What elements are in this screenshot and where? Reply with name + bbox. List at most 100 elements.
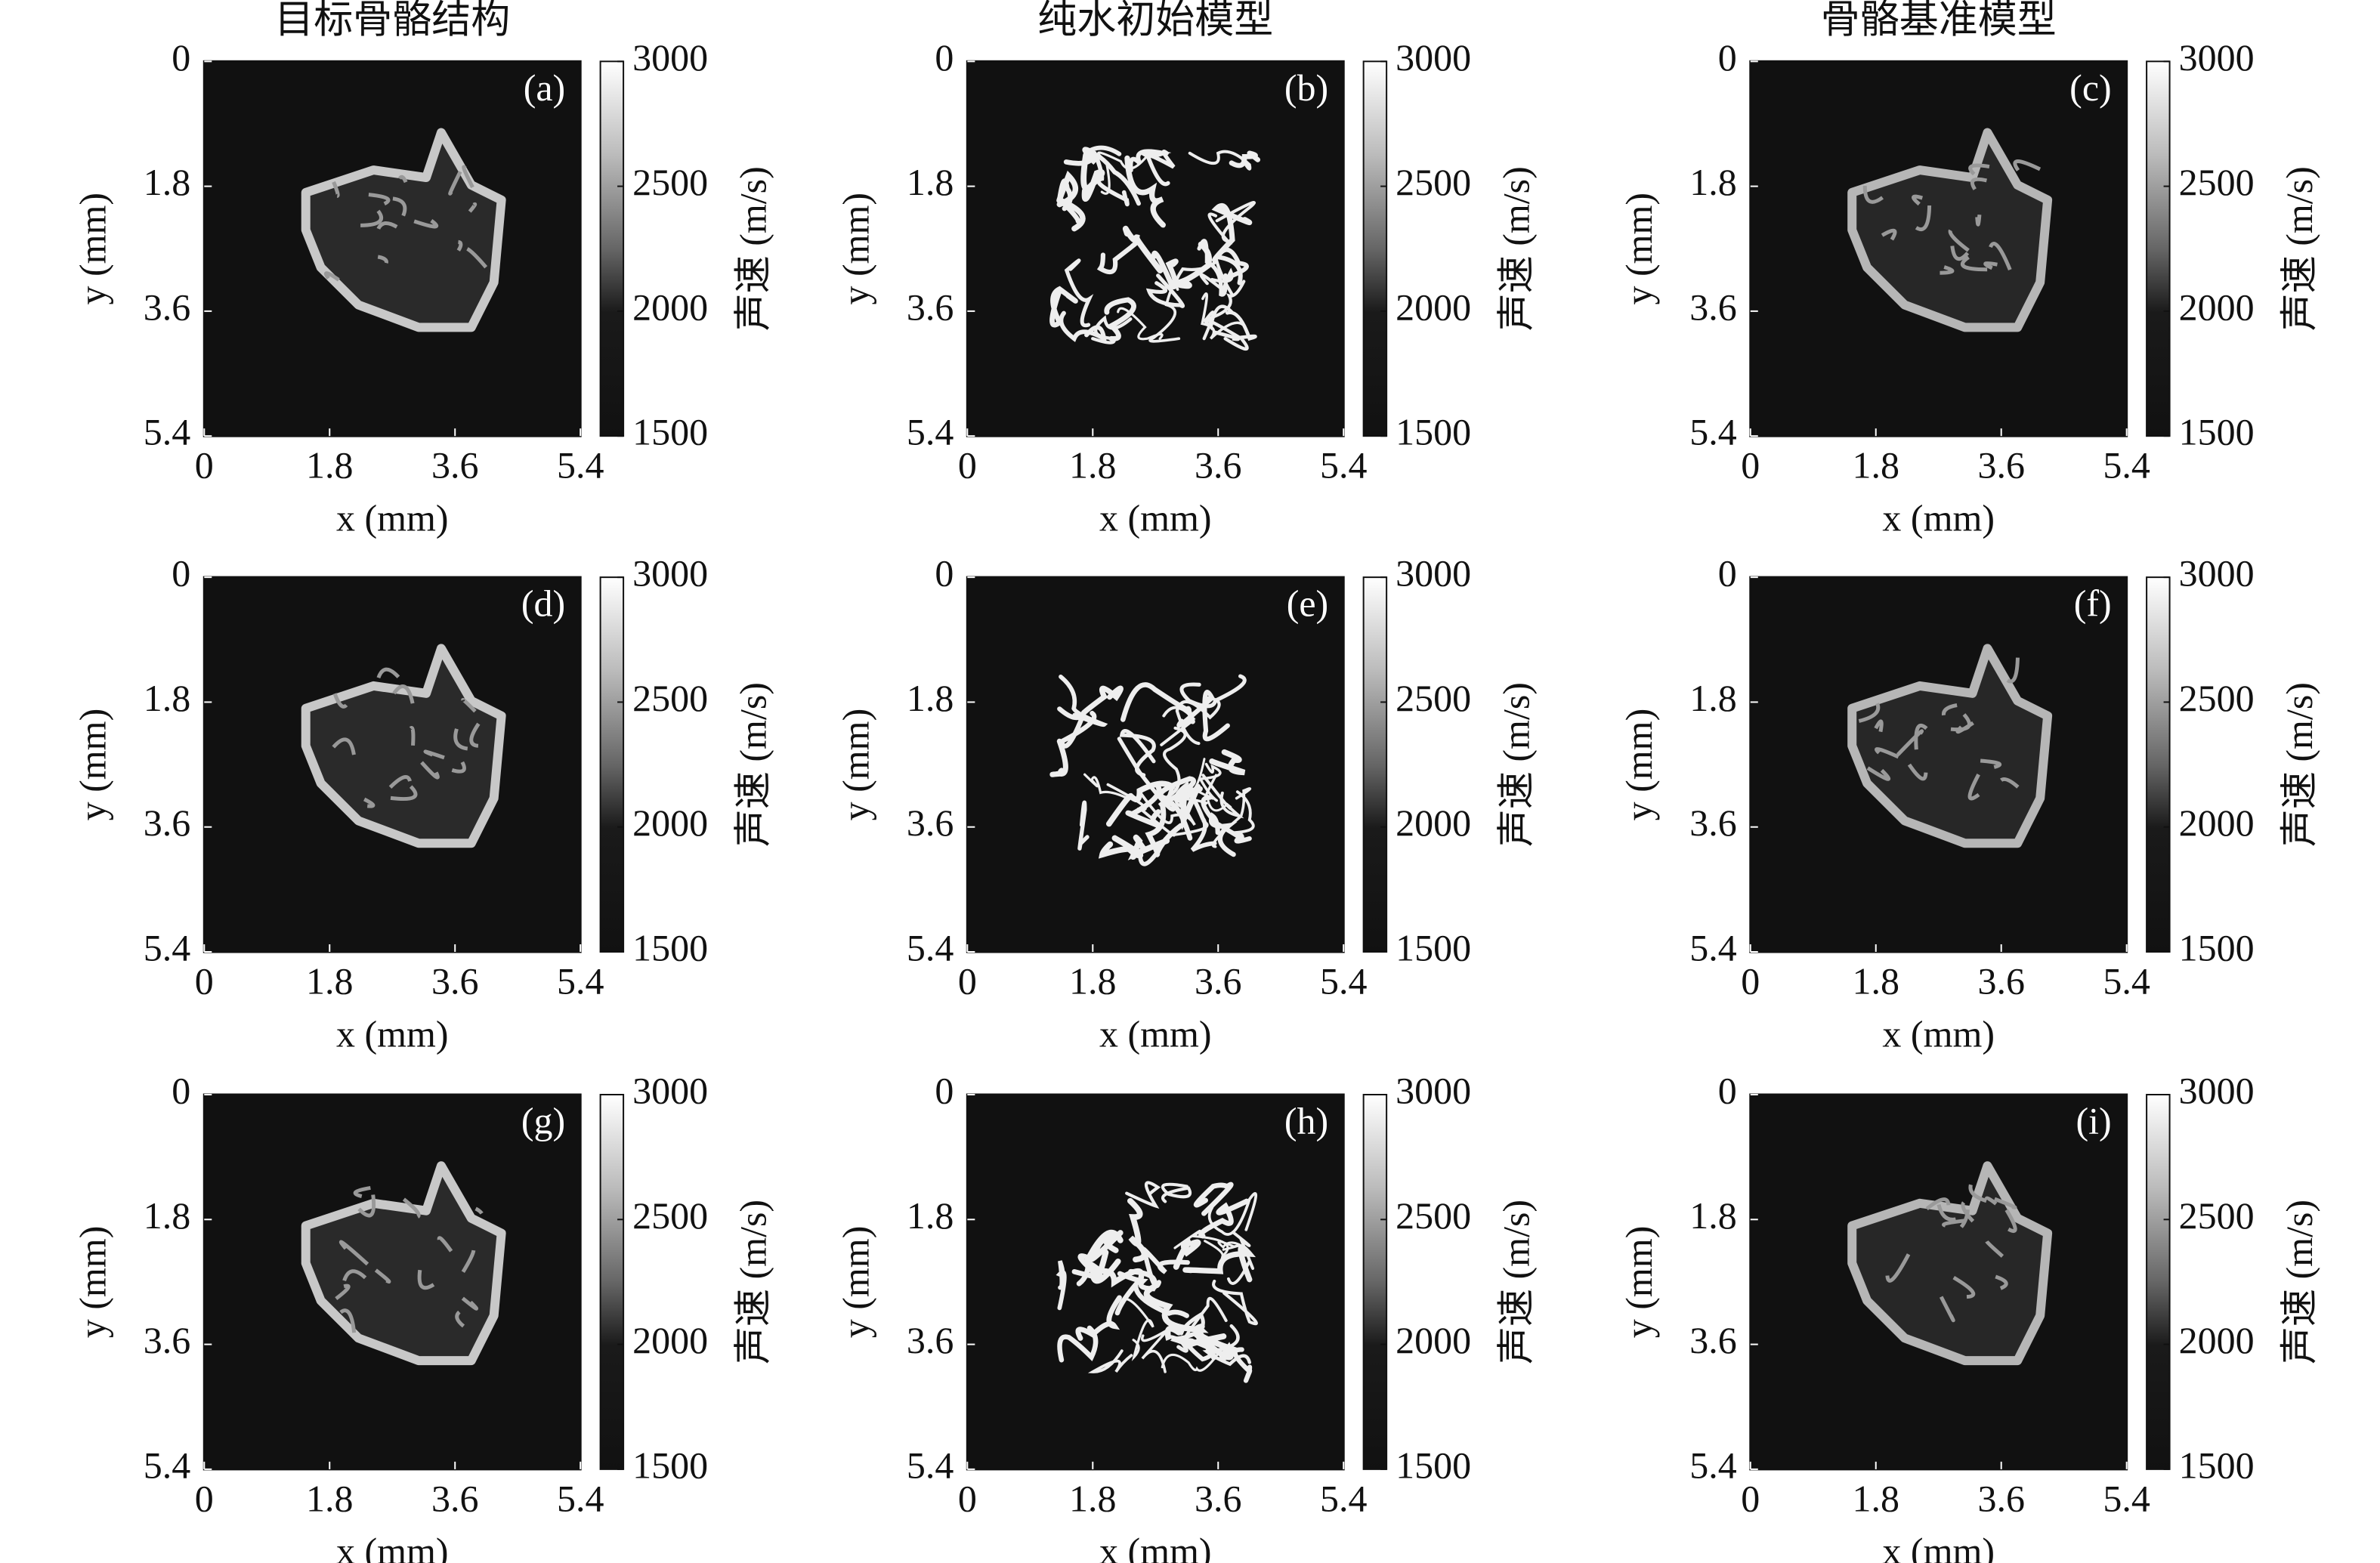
x-axis-label: x (mm) [1882, 1530, 1995, 1563]
trabecula [342, 1269, 367, 1282]
colorbar-tick-label: 2000 [1396, 802, 1471, 844]
trabecula [451, 761, 466, 774]
trabecula [2000, 777, 2020, 789]
structure [1173, 1229, 1229, 1259]
y-tick-label: 1.8 [144, 161, 191, 203]
colorbar-tick-label: 3000 [2179, 552, 2255, 595]
colorbar-tick-label: 1500 [2179, 1444, 2255, 1486]
structure [1198, 1198, 1250, 1239]
y-tick-label: 0 [172, 1069, 190, 1111]
trabecula [437, 1236, 453, 1253]
structure [1104, 297, 1136, 341]
x-tick-label: 3.6 [1195, 444, 1242, 487]
y-axis-label: y (mm) [835, 193, 877, 305]
x-tick-label: 0 [1741, 444, 1760, 487]
y-tick-label: 3.6 [907, 1319, 954, 1361]
trabecula [1862, 185, 1884, 204]
trabecula [1915, 205, 1932, 231]
colorbar-tick-label: 2500 [1396, 1194, 1471, 1237]
trabecula [461, 1296, 479, 1311]
trabecula [397, 175, 408, 184]
trabecula [1993, 1197, 2017, 1209]
image-content [1847, 1161, 2053, 1366]
structure [1056, 1260, 1067, 1311]
structure [1182, 1296, 1228, 1346]
structure [1182, 1244, 1256, 1283]
image-frame [966, 60, 1345, 437]
y-tick-label: 5.4 [1689, 926, 1737, 968]
colorbar [2146, 60, 2171, 437]
trabecula [1942, 1219, 1965, 1228]
x-tick-label: 3.6 [431, 959, 479, 1002]
bone [301, 1161, 506, 1366]
trabecula [332, 181, 340, 198]
colorbar [599, 60, 625, 437]
colorbar-label: 声速 (m/s) [1494, 166, 1537, 331]
y-tick-label: 5.4 [144, 1444, 191, 1486]
x-tick-label: 3.6 [431, 444, 479, 487]
image-frame [1749, 60, 2128, 437]
trabecula [474, 1206, 484, 1215]
trabecula [1874, 719, 1884, 733]
structure [1207, 1192, 1257, 1236]
y-axis-label: y (mm) [72, 709, 114, 821]
y-tick-label: 1.8 [907, 677, 954, 719]
x-tick-label: 1.8 [1069, 959, 1117, 1002]
y-tick-label: 0 [935, 1069, 954, 1111]
colorbar-tick-label: 3000 [1396, 552, 1471, 595]
image-content [301, 1161, 506, 1366]
y-tick-label: 3.6 [907, 286, 954, 328]
trabecula [1925, 1197, 1951, 1211]
y-tick-label: 0 [172, 552, 190, 595]
y-tick-label: 0 [1718, 36, 1737, 79]
colorbar-tick-label: 1500 [632, 411, 708, 453]
image-background [967, 577, 1344, 952]
structure [1179, 674, 1247, 709]
trabecula [423, 749, 445, 760]
trabecula [1866, 766, 1891, 781]
structure [1090, 1258, 1145, 1288]
trabecula [376, 667, 400, 679]
trabecula [453, 728, 468, 751]
x-axis-label: x (mm) [336, 1012, 449, 1055]
structure [1211, 787, 1252, 848]
colorbar-tick-label: 3000 [2179, 1069, 2255, 1111]
trabecula [392, 196, 407, 217]
trabecula [1939, 1296, 1955, 1323]
y-tick-label: 3.6 [907, 802, 954, 844]
x-tick-label: 0 [958, 444, 977, 487]
trabecula [1995, 1274, 2008, 1290]
x-tick-label: 5.4 [557, 1477, 604, 1519]
structure [1202, 280, 1246, 341]
trabecula [339, 1308, 357, 1333]
panel-label: (a) [524, 66, 566, 109]
column-title: 纯水初始模型 [1037, 0, 1273, 42]
image-frame [202, 1093, 582, 1471]
y-axis-label: y (mm) [835, 1226, 877, 1339]
trabecula [388, 774, 412, 789]
y-tick-label: 1.8 [144, 1194, 191, 1237]
structure [1201, 795, 1252, 844]
trabecula [455, 1310, 465, 1328]
y-tick-label: 5.4 [907, 926, 954, 968]
x-tick-label: 3.6 [431, 1477, 479, 1519]
colorbar-tick-label: 1500 [2179, 411, 2255, 453]
x-tick-label: 0 [958, 959, 977, 1002]
colorbar-label: 声速 (m/s) [2278, 1200, 2320, 1364]
x-axis-label: x (mm) [1099, 1012, 1212, 1055]
structure [1125, 1181, 1161, 1209]
structure [1106, 783, 1209, 837]
trabecula [1948, 229, 1970, 252]
trabecula [1983, 261, 1998, 270]
colorbar-tick-label: 1500 [632, 1444, 708, 1486]
structure [1117, 307, 1164, 341]
structure [1094, 155, 1130, 207]
colorbar-tick-label: 1500 [1396, 926, 1471, 968]
structure [1080, 685, 1124, 716]
colorbar-tick-label: 3000 [632, 1069, 708, 1111]
structure [1084, 145, 1141, 206]
structure [1075, 1295, 1122, 1341]
colorbar-label: 声速 (m/s) [2278, 166, 2320, 331]
colorbar [1362, 1094, 1388, 1470]
x-axis-label: x (mm) [336, 496, 449, 539]
